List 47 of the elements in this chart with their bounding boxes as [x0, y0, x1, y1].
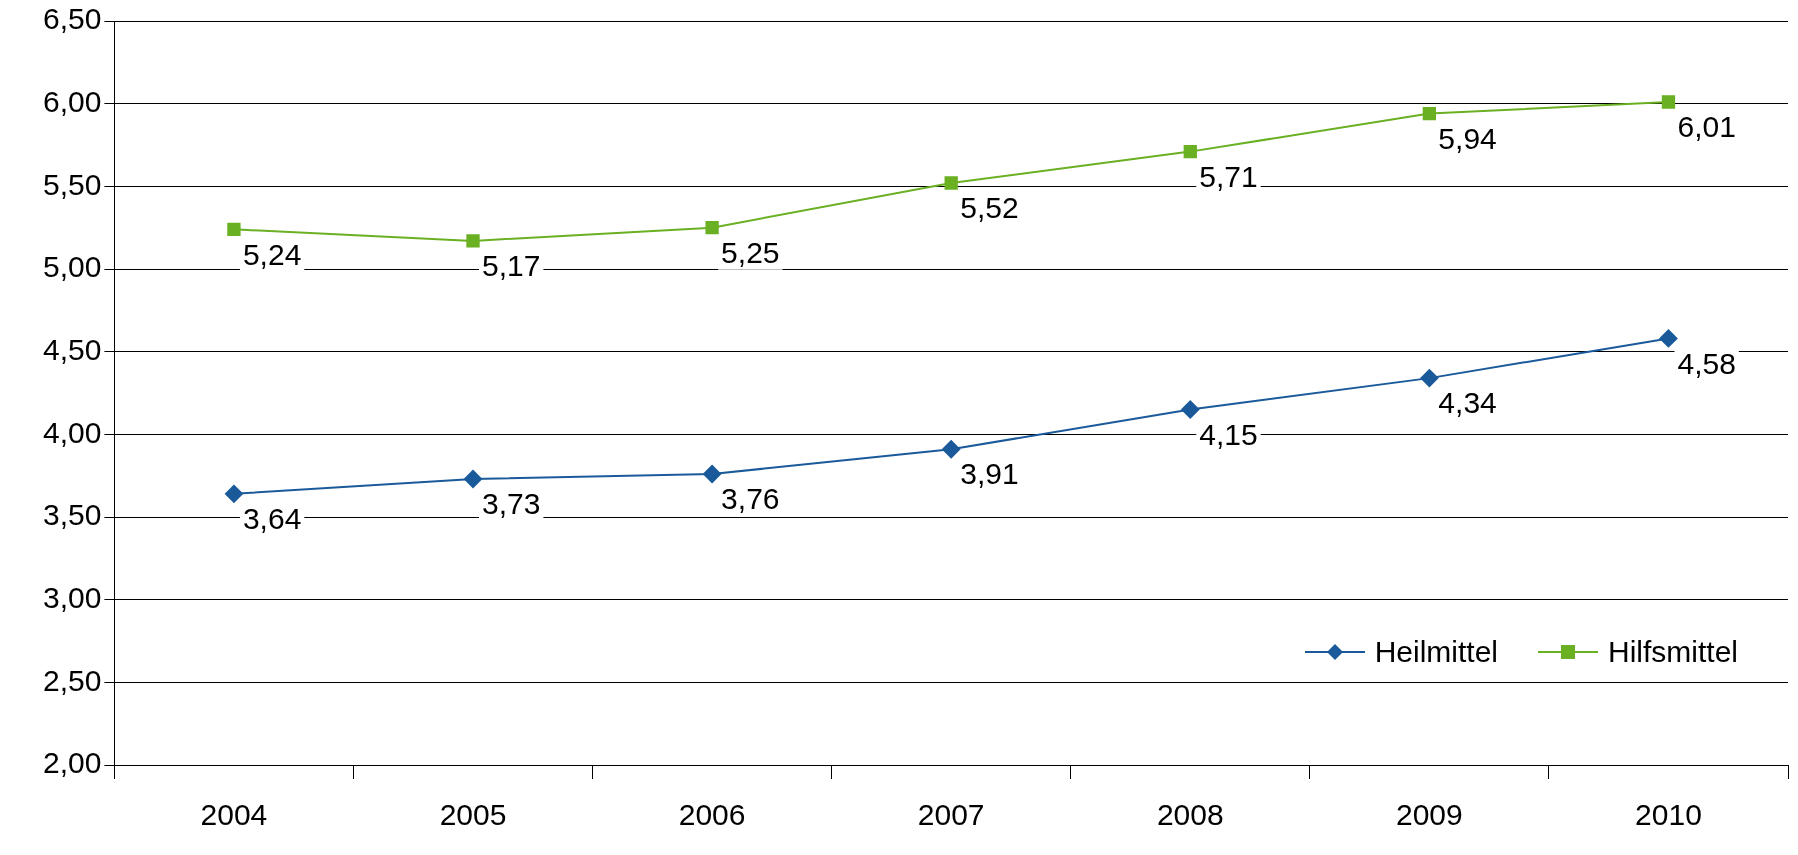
legend-label: Heilmittel [1374, 635, 1498, 669]
point [466, 234, 480, 248]
data-label: 5,24 [242, 237, 302, 271]
y-tick-label: 4,50 [43, 332, 102, 366]
x-tick-label: 2008 [1156, 798, 1224, 832]
legend-label: Hilfsmittel [1607, 635, 1738, 669]
data-label: 5,52 [960, 191, 1019, 225]
data-label: 5,71 [1199, 159, 1258, 193]
point [1661, 95, 1676, 109]
x-tick-label: 2005 [439, 798, 507, 832]
point [1183, 144, 1197, 159]
x-tick-label: 2006 [678, 798, 746, 832]
data-label: 3,64 [242, 502, 302, 536]
x-tick-label: 2009 [1395, 798, 1463, 832]
data-label: 3,76 [721, 482, 780, 516]
x-tick-label: 2007 [917, 798, 985, 832]
point [942, 440, 961, 459]
x-tick-label: 2004 [200, 798, 268, 832]
data-label: 4,58 [1677, 346, 1736, 380]
data-label: 3,91 [960, 457, 1019, 491]
x-tick-label: 2010 [1635, 798, 1702, 832]
data-label: 3,73 [482, 487, 541, 521]
y-tick-label: 4,00 [43, 415, 102, 449]
data-label: 6,01 [1677, 110, 1736, 144]
point [227, 222, 241, 236]
point [944, 176, 958, 190]
y-tick-label: 2,50 [43, 663, 102, 697]
point [224, 484, 243, 503]
y-tick-label: 3,50 [43, 498, 102, 532]
data-label: 4,34 [1438, 386, 1497, 420]
y-tick-label: 5,50 [43, 167, 102, 201]
data-label: 5,17 [482, 249, 541, 283]
y-tick-label: 2,00 [43, 746, 102, 780]
point [464, 469, 483, 488]
point [1181, 400, 1200, 419]
y-tick-label: 6,50 [43, 2, 102, 36]
data-label: 5,94 [1438, 121, 1497, 155]
y-tick-label: 5,00 [43, 250, 102, 284]
y-tick-label: 6,00 [43, 84, 102, 118]
point [703, 465, 722, 484]
data-label: 5,25 [721, 235, 780, 269]
point [1422, 106, 1437, 121]
point [705, 221, 719, 235]
data-label: 4,15 [1199, 417, 1258, 451]
point [1420, 369, 1439, 388]
point [1659, 329, 1678, 348]
y-tick-label: 3,00 [43, 580, 102, 614]
